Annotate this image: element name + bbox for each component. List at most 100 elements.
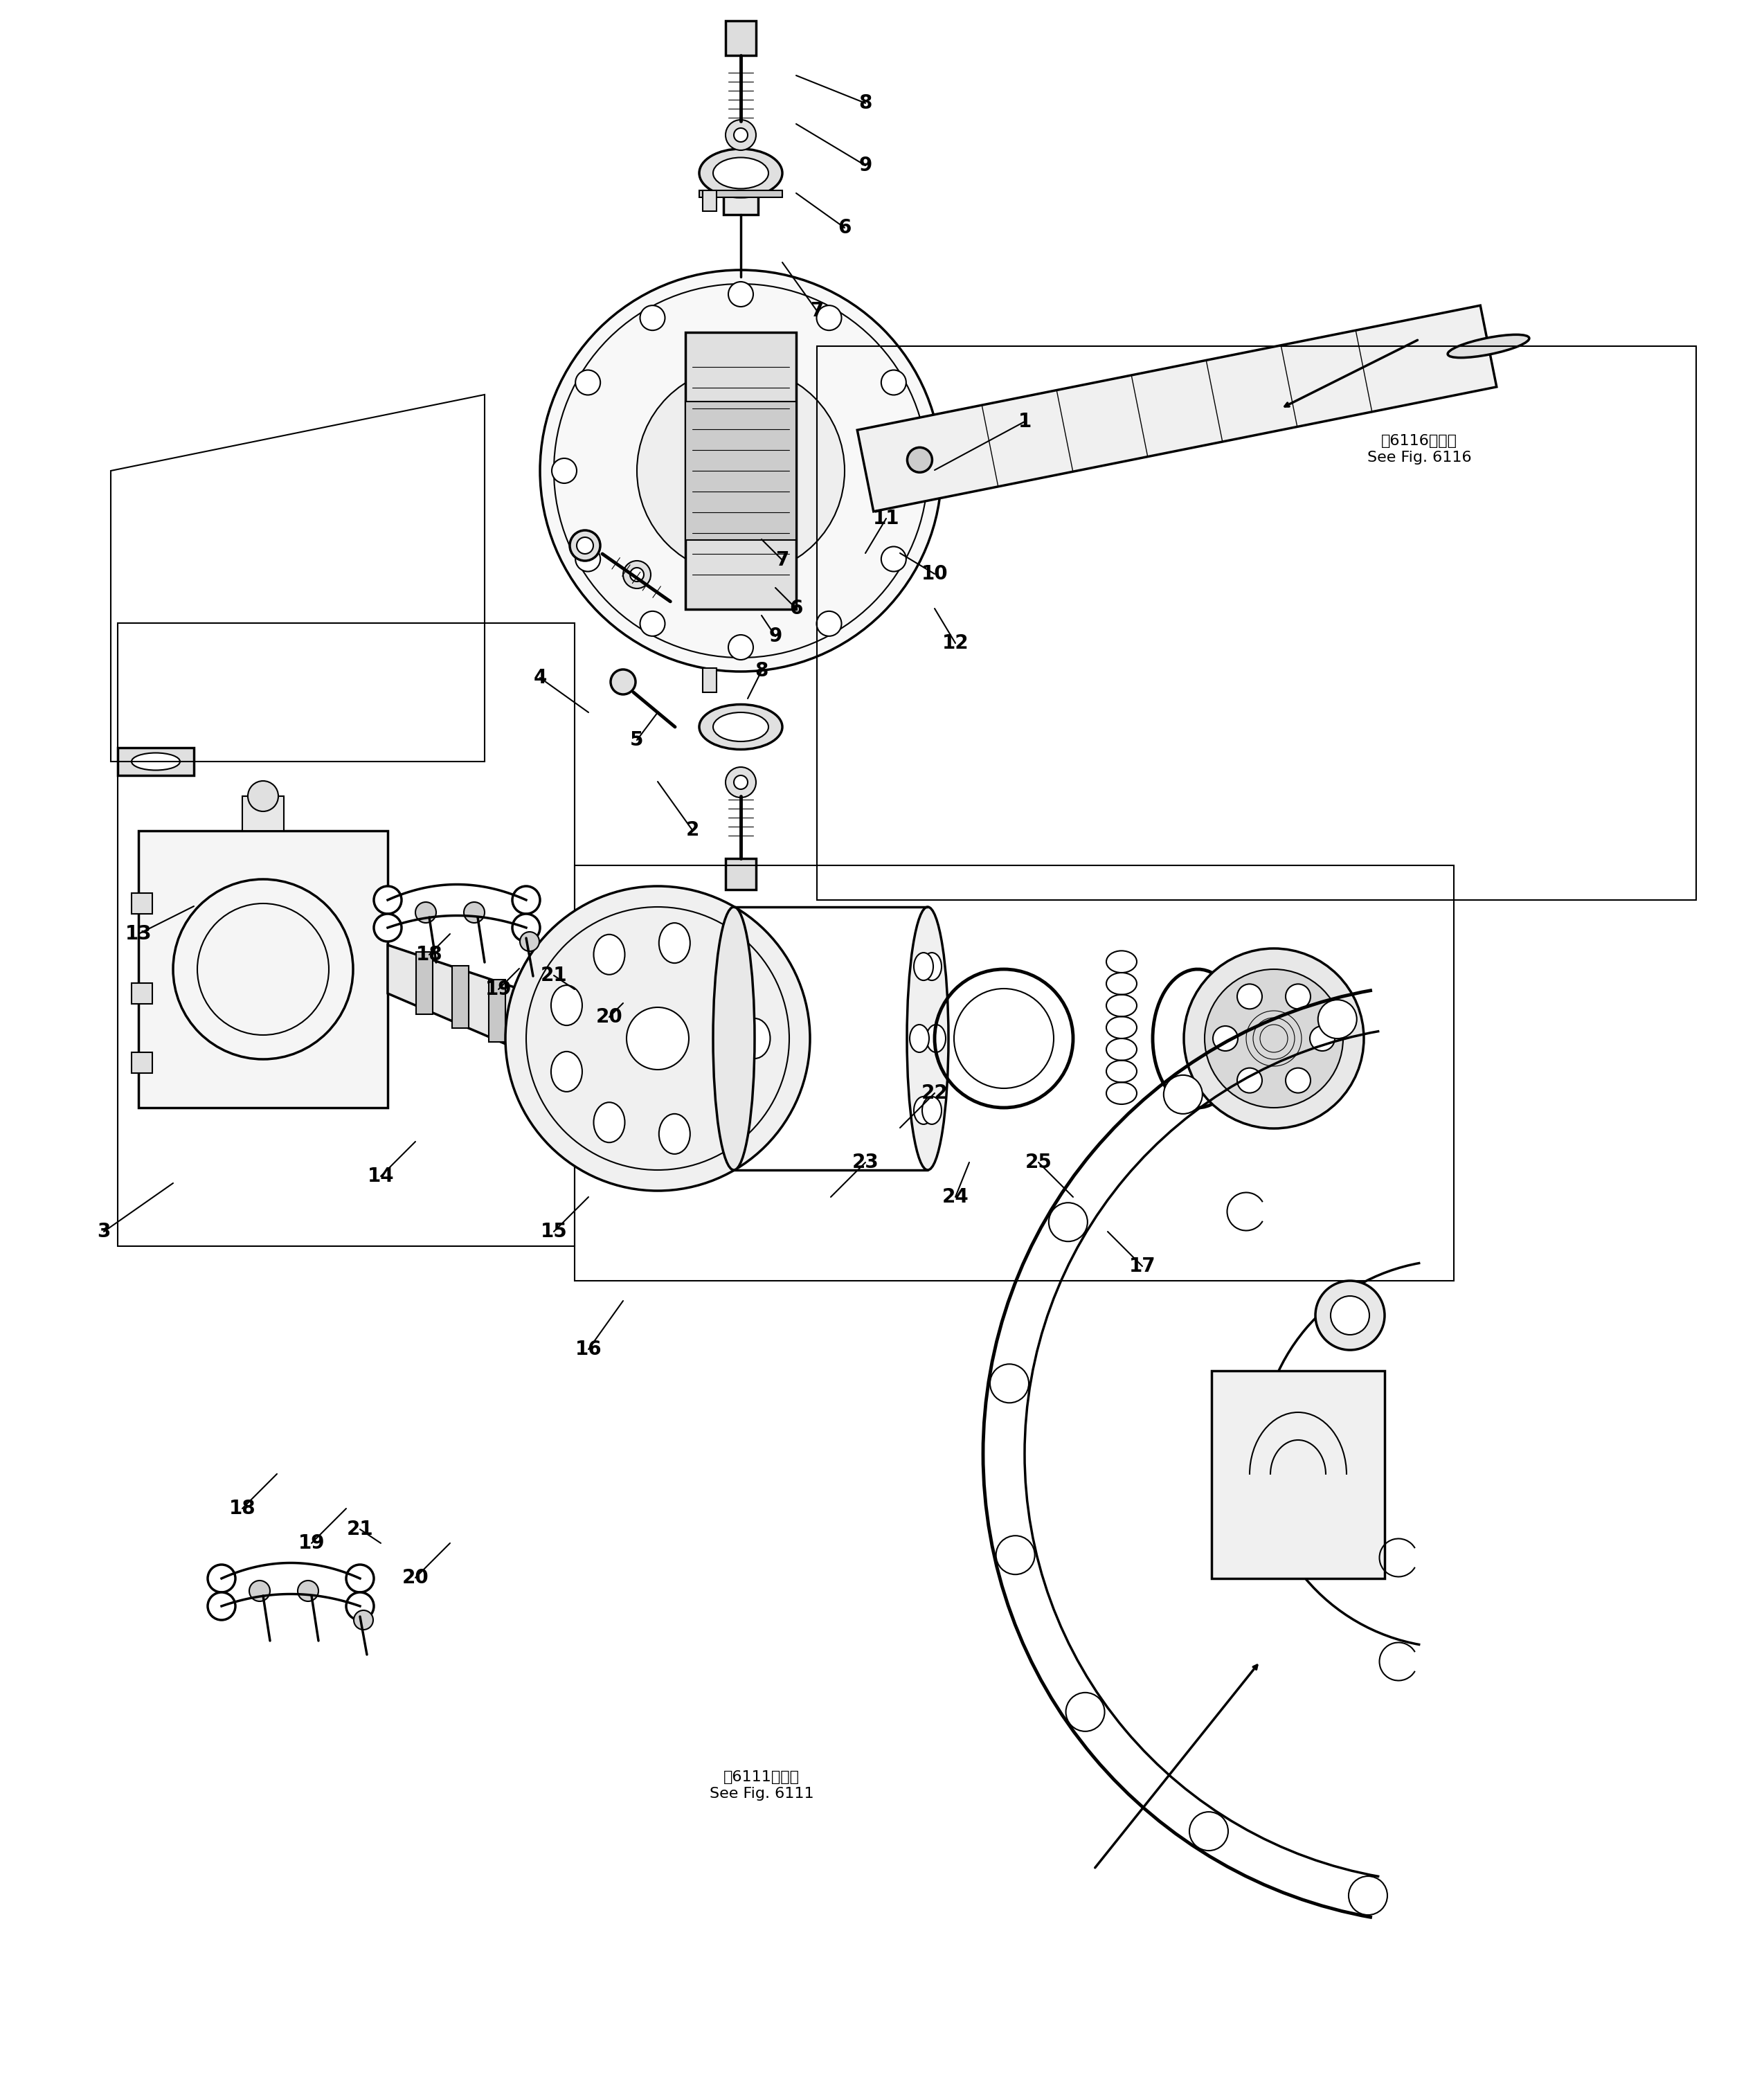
Circle shape: [346, 1564, 374, 1592]
Circle shape: [640, 610, 665, 635]
Circle shape: [1330, 1296, 1369, 1336]
Circle shape: [630, 568, 644, 581]
Ellipse shape: [713, 713, 769, 742]
Polygon shape: [725, 21, 757, 55]
Circle shape: [1237, 983, 1261, 1009]
Text: 13: 13: [125, 925, 152, 944]
Ellipse shape: [713, 906, 755, 1170]
Text: 18: 18: [416, 946, 443, 965]
Circle shape: [249, 780, 279, 812]
Circle shape: [1189, 1812, 1228, 1852]
Circle shape: [374, 887, 402, 914]
Circle shape: [540, 271, 942, 671]
Ellipse shape: [914, 952, 933, 981]
Polygon shape: [132, 983, 152, 1004]
Ellipse shape: [716, 1080, 748, 1120]
Circle shape: [298, 1581, 319, 1602]
Polygon shape: [388, 946, 533, 1055]
Circle shape: [729, 635, 753, 661]
Circle shape: [1050, 1204, 1087, 1241]
Polygon shape: [416, 952, 432, 1015]
Circle shape: [520, 931, 540, 952]
Circle shape: [208, 1592, 235, 1621]
Ellipse shape: [716, 956, 748, 996]
Circle shape: [355, 1610, 374, 1629]
Circle shape: [577, 537, 593, 554]
Text: 22: 22: [921, 1084, 947, 1103]
Circle shape: [1205, 969, 1342, 1107]
Ellipse shape: [923, 952, 942, 981]
Text: 15: 15: [540, 1223, 568, 1241]
Ellipse shape: [739, 1019, 771, 1059]
Text: 6: 6: [838, 218, 852, 237]
Ellipse shape: [907, 906, 949, 1170]
Polygon shape: [132, 1053, 152, 1074]
Polygon shape: [242, 797, 284, 830]
Text: 23: 23: [852, 1153, 878, 1172]
Text: 18: 18: [229, 1499, 256, 1518]
Circle shape: [346, 1592, 374, 1621]
Text: 第6111図参照
See Fig. 6111: 第6111図参照 See Fig. 6111: [709, 1770, 813, 1801]
Text: 第6116図参照
See Fig. 6116: 第6116図参照 See Fig. 6116: [1367, 434, 1471, 463]
Circle shape: [1286, 983, 1311, 1009]
Circle shape: [990, 1363, 1028, 1403]
Text: 11: 11: [873, 510, 900, 528]
Ellipse shape: [699, 149, 781, 197]
Circle shape: [882, 369, 907, 394]
Circle shape: [505, 887, 810, 1191]
Circle shape: [1286, 1067, 1311, 1093]
Ellipse shape: [713, 157, 769, 189]
Circle shape: [374, 914, 402, 942]
Ellipse shape: [910, 1025, 930, 1053]
Polygon shape: [489, 979, 505, 1042]
Text: 20: 20: [402, 1569, 429, 1587]
Circle shape: [905, 459, 930, 482]
Circle shape: [464, 902, 485, 923]
Text: 1: 1: [1018, 411, 1032, 432]
Circle shape: [512, 887, 540, 914]
Polygon shape: [686, 401, 796, 541]
Circle shape: [734, 128, 748, 143]
Circle shape: [249, 1581, 270, 1602]
Ellipse shape: [699, 705, 781, 749]
Circle shape: [1349, 1877, 1387, 1915]
Ellipse shape: [923, 1097, 942, 1124]
Ellipse shape: [926, 1025, 946, 1053]
Text: 2: 2: [686, 820, 699, 839]
Circle shape: [637, 367, 845, 575]
Text: 6: 6: [790, 600, 803, 619]
Circle shape: [1311, 1025, 1335, 1051]
Text: 5: 5: [630, 730, 644, 751]
Ellipse shape: [1448, 336, 1529, 359]
Ellipse shape: [914, 1097, 933, 1124]
Text: 19: 19: [485, 979, 512, 998]
Circle shape: [1214, 1025, 1238, 1051]
Ellipse shape: [594, 1103, 624, 1143]
Circle shape: [817, 610, 841, 635]
Polygon shape: [118, 749, 194, 776]
Circle shape: [575, 547, 600, 572]
Circle shape: [734, 776, 748, 788]
Ellipse shape: [660, 923, 690, 963]
Text: 10: 10: [921, 564, 947, 583]
Circle shape: [570, 531, 600, 560]
Polygon shape: [702, 669, 716, 692]
Circle shape: [997, 1535, 1035, 1575]
Circle shape: [552, 459, 577, 482]
Ellipse shape: [660, 1114, 690, 1153]
Polygon shape: [702, 191, 716, 212]
Circle shape: [1316, 1281, 1385, 1350]
Circle shape: [729, 281, 753, 306]
Circle shape: [907, 447, 931, 472]
Circle shape: [882, 547, 907, 572]
Polygon shape: [132, 893, 152, 914]
Text: 16: 16: [575, 1340, 602, 1359]
Text: 7: 7: [810, 302, 824, 321]
Circle shape: [725, 768, 757, 797]
Circle shape: [817, 306, 841, 331]
Circle shape: [415, 902, 436, 923]
Circle shape: [1065, 1692, 1104, 1732]
Polygon shape: [1212, 1371, 1385, 1579]
Text: 21: 21: [348, 1520, 374, 1539]
Text: 9: 9: [859, 155, 871, 176]
